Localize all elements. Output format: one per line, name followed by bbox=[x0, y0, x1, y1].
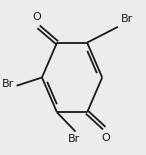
Text: O: O bbox=[33, 12, 42, 22]
Text: Br: Br bbox=[2, 79, 14, 89]
Text: Br: Br bbox=[121, 14, 133, 24]
Text: Br: Br bbox=[68, 134, 80, 144]
Text: O: O bbox=[101, 133, 110, 143]
